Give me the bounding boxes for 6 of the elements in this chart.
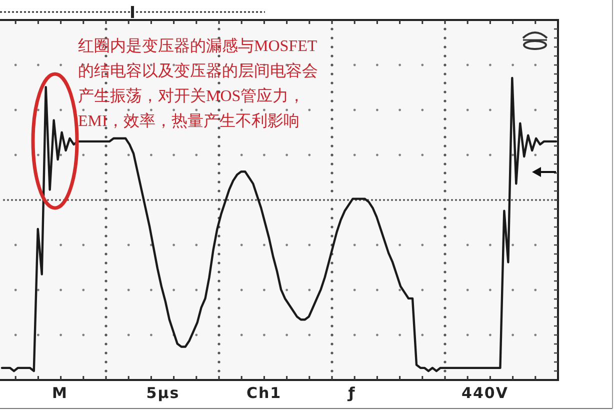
- text: ƒ: [347, 384, 356, 402]
- text: 5μs: [146, 384, 180, 402]
- text: M: [52, 384, 68, 402]
- annotation: 红圈内是变压器的漏感与MOSFET的结电容以及变压器的层间电容会产生振荡，对开关MOS管应力，EMI，效率，热量产生不利影响: [78, 37, 318, 130]
- text: 440V: [462, 384, 508, 402]
- text: Ch1: [246, 384, 282, 402]
